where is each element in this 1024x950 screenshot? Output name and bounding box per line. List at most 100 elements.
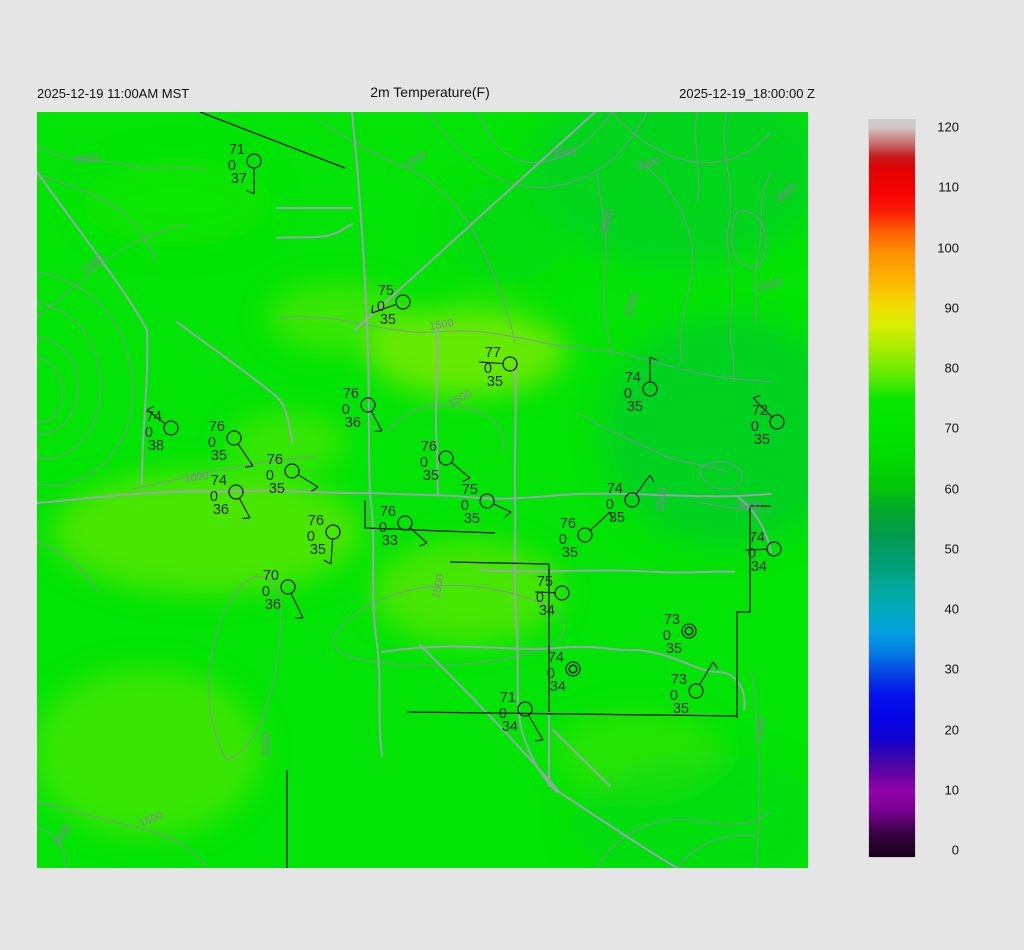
station-dewpoint: 34 (539, 603, 555, 619)
wind-barb-staff (589, 511, 611, 531)
wind-barb-staff (238, 497, 251, 519)
calm-wind-circle (684, 626, 694, 636)
wind-barb-tick (752, 394, 761, 399)
contour-elevation-label: 1500 (79, 252, 106, 277)
station-weather-symbol: 0 (420, 455, 428, 471)
station-dewpoint: 35 (673, 701, 689, 717)
colorbar-tick-label: 100 (937, 240, 959, 255)
wind-barb-staff (527, 714, 544, 741)
station-dewpoint: 35 (211, 448, 227, 464)
roads (37, 112, 772, 868)
wind-barb-staff (450, 462, 471, 479)
station-weather-symbol: 0 (307, 529, 315, 545)
colorbar-tick-label: 90 (944, 300, 959, 316)
wind-barb-tick (310, 486, 319, 492)
station-weather-symbol: 0 (461, 498, 469, 514)
wind-barb-tick (649, 356, 658, 361)
colorbar-tick-label: 70 (944, 420, 959, 436)
wind-barb-tick (245, 465, 254, 468)
station-temperature: 75 (378, 283, 394, 299)
station-dewpoint: 35 (562, 545, 578, 561)
station-dewpoint: 35 (464, 511, 480, 527)
station-temperature: 76 (343, 386, 359, 402)
wind-barb-tick (146, 405, 155, 411)
station-weather-symbol: 0 (499, 706, 507, 722)
wind-barb-tick (371, 304, 374, 314)
station-circle (163, 420, 179, 436)
contour-elevation-label: 1500 (260, 732, 273, 757)
colorbar-tick-label: 40 (944, 601, 959, 617)
wind-barb-staff (752, 397, 773, 418)
colorbar-tick-label: 120 (937, 119, 959, 135)
station-temperature: 74 (607, 481, 623, 497)
station-dewpoint: 34 (550, 679, 566, 695)
colorbar-tick-label: 20 (944, 722, 959, 737)
wind-barb-tick (462, 477, 471, 482)
colorbar-tick-label: 110 (938, 179, 959, 195)
valid-timestamp-utc: 2025-12-19_18:00:00 Z (679, 86, 815, 101)
station-dewpoint: 35 (310, 542, 326, 558)
station-weather-symbol: 0 (536, 590, 544, 606)
wind-barb-staff (237, 443, 254, 467)
wind-barb-tick (712, 661, 719, 669)
station-dewpoint: 34 (751, 559, 767, 575)
wind-barb-staff (409, 527, 428, 544)
station-weather-symbol: 0 (751, 419, 759, 435)
station-dewpoint: 35 (380, 312, 396, 328)
wind-barb-staff (330, 538, 334, 565)
station-circle (502, 356, 518, 372)
station-weather-symbol: 0 (670, 688, 678, 704)
temperature-field (37, 112, 808, 868)
wind-barb-staff (371, 303, 397, 314)
station-dewpoint: 33 (382, 533, 398, 549)
contour-elevation-label: 1500 (50, 822, 75, 849)
wind-barb-tick (323, 559, 332, 565)
station-weather-symbol: 0 (342, 402, 350, 418)
contour-elevation-label: 1500 (428, 317, 454, 333)
wind-barb-staff (146, 409, 166, 425)
wind-barb-staff (478, 361, 504, 365)
station-weather-symbol: 0 (208, 435, 216, 451)
station-weather-symbol: 0 (377, 299, 385, 315)
station-dewpoint: 36 (265, 597, 281, 613)
station-weather-symbol: 0 (145, 425, 153, 441)
boundary-lines (199, 112, 771, 868)
station-temperature: 70 (263, 568, 279, 584)
station-weather-symbol: 0 (559, 532, 567, 548)
colorbar-tick-label: 30 (944, 661, 959, 677)
station-dewpoint: 34 (502, 719, 518, 735)
station-weather-symbol: 0 (266, 468, 274, 484)
station-circle (325, 524, 341, 540)
wind-barb-staff (635, 474, 651, 495)
contour-elevation-label: 3000 (635, 155, 662, 173)
station-circle (769, 414, 785, 430)
station-temperature: 76 (421, 439, 437, 455)
station-circle (554, 585, 570, 601)
station-weather-symbol: 0 (228, 158, 236, 174)
station-weather-symbol: 0 (624, 386, 632, 402)
station-temperature: 76 (267, 452, 283, 468)
wind-barb-tick (649, 474, 655, 483)
wind-barb-tick (419, 542, 428, 547)
station-circle (438, 450, 454, 466)
station-circle (688, 683, 704, 699)
wind-barb-staff (744, 548, 768, 551)
contour-elevation-label: 1500 (754, 717, 768, 742)
station-temperature: 71 (229, 142, 245, 158)
station-dewpoint: 35 (609, 510, 625, 526)
station-circle (226, 430, 242, 446)
